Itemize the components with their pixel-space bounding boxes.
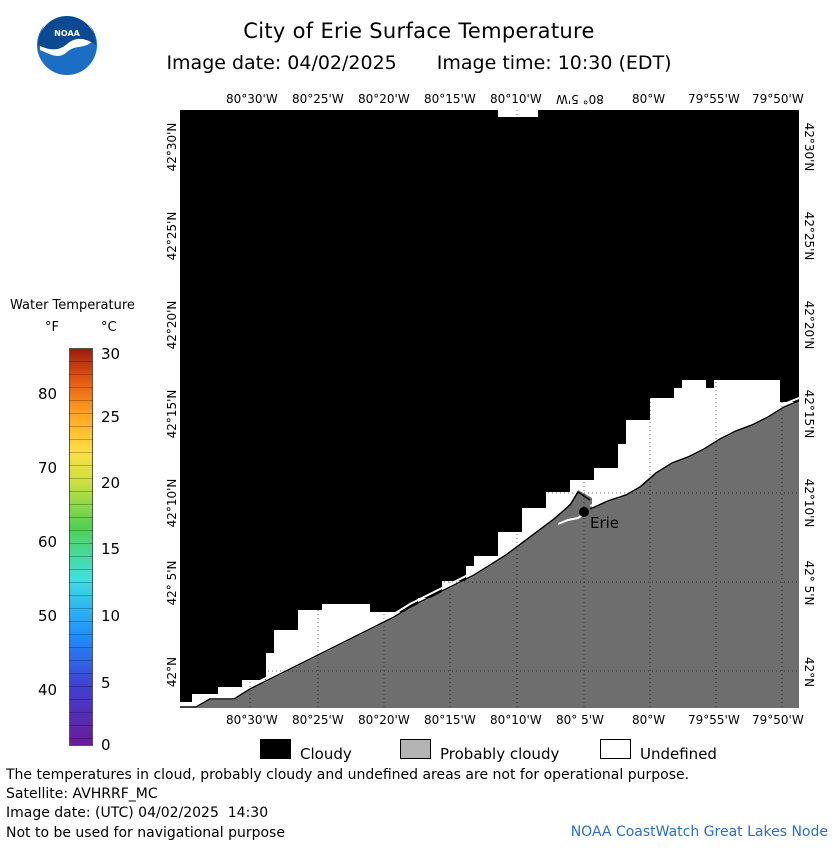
lon-tick-top: 80°25'W bbox=[292, 92, 344, 106]
undefined-patch bbox=[498, 110, 538, 117]
f-tick: 80 bbox=[38, 385, 58, 403]
c-tick: 25 bbox=[101, 408, 121, 426]
lat-tick-right: 42°30'N bbox=[802, 122, 816, 172]
lon-tick-bottom: 79°55'W bbox=[688, 713, 740, 727]
lon-tick-top: 80° 5'W bbox=[556, 92, 604, 106]
shoreline-east bbox=[589, 397, 799, 507]
lon-tick-top: 80°10'W bbox=[490, 92, 542, 106]
lat-tick-left: 42°N bbox=[165, 656, 179, 688]
lat-tick-left: 42°10'N bbox=[165, 478, 179, 528]
key-label-undefined: Undefined bbox=[640, 745, 717, 763]
lon-tick-top: 79°55'W bbox=[688, 92, 740, 106]
logo-text: NOAA bbox=[54, 29, 80, 38]
key-swatch-probably-cloudy bbox=[400, 739, 431, 759]
footer-disclaimer: The temperatures in cloud, probably clou… bbox=[6, 767, 690, 783]
f-tick: 70 bbox=[38, 459, 58, 477]
lat-tick-right: 42°15'N bbox=[802, 389, 816, 439]
lon-tick-top: 80°W bbox=[632, 92, 666, 106]
key-label-cloudy: Cloudy bbox=[300, 745, 352, 763]
color-bar-ticks bbox=[69, 349, 93, 747]
lon-tick-bottom: 80°20'W bbox=[358, 713, 410, 727]
lat-tick-left: 42°15'N bbox=[165, 389, 179, 439]
lat-tick-right: 42°10'N bbox=[802, 478, 816, 528]
lon-tick-bottom: 79°50'W bbox=[752, 713, 804, 727]
footer-utc-date: Image date: (UTC) 04/02/2025 14:30 bbox=[6, 805, 269, 821]
lon-tick-bottom: 80°10'W bbox=[490, 713, 542, 727]
c-tick: 5 bbox=[101, 674, 111, 692]
map-panel: Erie bbox=[180, 110, 799, 708]
erie-label: Erie bbox=[590, 514, 619, 532]
lat-tick-left: 42°30'N bbox=[165, 122, 179, 172]
lon-tick-top: 80°30'W bbox=[226, 92, 278, 106]
image-datetime: Image date: 04/02/2025 Image time: 10:30 … bbox=[0, 52, 838, 74]
unit-fahrenheit: °F bbox=[45, 320, 59, 335]
image-date: Image date: 04/02/2025 bbox=[166, 52, 397, 74]
key-swatch-undefined bbox=[600, 739, 631, 759]
lon-tick-bottom: 80°30'W bbox=[226, 713, 278, 727]
lon-tick-bottom: 80°W bbox=[632, 713, 666, 727]
f-tick: 50 bbox=[38, 607, 58, 625]
c-tick: 15 bbox=[101, 540, 121, 558]
footer-satellite: Satellite: AVHRRF_MC bbox=[6, 786, 158, 802]
c-tick: 10 bbox=[101, 607, 121, 625]
noaa-logo: NOAA bbox=[37, 14, 97, 75]
footer-credit-link[interactable]: NOAA CoastWatch Great Lakes Node bbox=[570, 824, 828, 840]
lat-tick-right: 42°25'N bbox=[802, 211, 816, 261]
lat-tick-right: 42° 5'N bbox=[802, 560, 816, 606]
c-tick: 30 bbox=[101, 345, 121, 363]
lon-tick-bottom: 80°15'W bbox=[424, 713, 476, 727]
shoreline-east-black bbox=[589, 400, 799, 510]
f-tick: 40 bbox=[38, 681, 58, 699]
lon-tick-bottom: 80°25'W bbox=[292, 713, 344, 727]
erie-marker bbox=[579, 507, 589, 517]
key-swatch-cloudy bbox=[260, 739, 291, 759]
lon-tick-top: 80°20'W bbox=[358, 92, 410, 106]
image-time: Image time: 10:30 (EDT) bbox=[436, 52, 672, 74]
lon-tick-top: 80°15'W bbox=[424, 92, 476, 106]
color-bar bbox=[69, 348, 93, 746]
probably-cloudy-area bbox=[180, 402, 799, 708]
c-tick: 20 bbox=[101, 474, 121, 492]
page-title: City of Erie Surface Temperature bbox=[243, 19, 595, 43]
lat-tick-left: 42°20'N bbox=[165, 300, 179, 350]
lon-tick-bottom: 80° 5'W bbox=[556, 713, 604, 727]
lat-tick-right: 42°20'N bbox=[802, 300, 816, 350]
lat-tick-left: 42°25'N bbox=[165, 211, 179, 261]
c-tick: 0 bbox=[101, 736, 111, 754]
lat-tick-left: 42° 5'N bbox=[165, 560, 179, 606]
footer-navigation-warning: Not to be used for navigational purpose bbox=[6, 825, 285, 841]
unit-celsius: °C bbox=[101, 320, 117, 335]
lon-tick-top: 79°50'W bbox=[752, 92, 804, 106]
shoreline-black bbox=[180, 490, 591, 708]
lat-tick-right: 42°N bbox=[802, 656, 816, 688]
f-tick: 60 bbox=[38, 533, 58, 551]
key-label-probably-cloudy: Probably cloudy bbox=[440, 745, 560, 763]
legend-title: Water Temperature bbox=[10, 298, 135, 313]
